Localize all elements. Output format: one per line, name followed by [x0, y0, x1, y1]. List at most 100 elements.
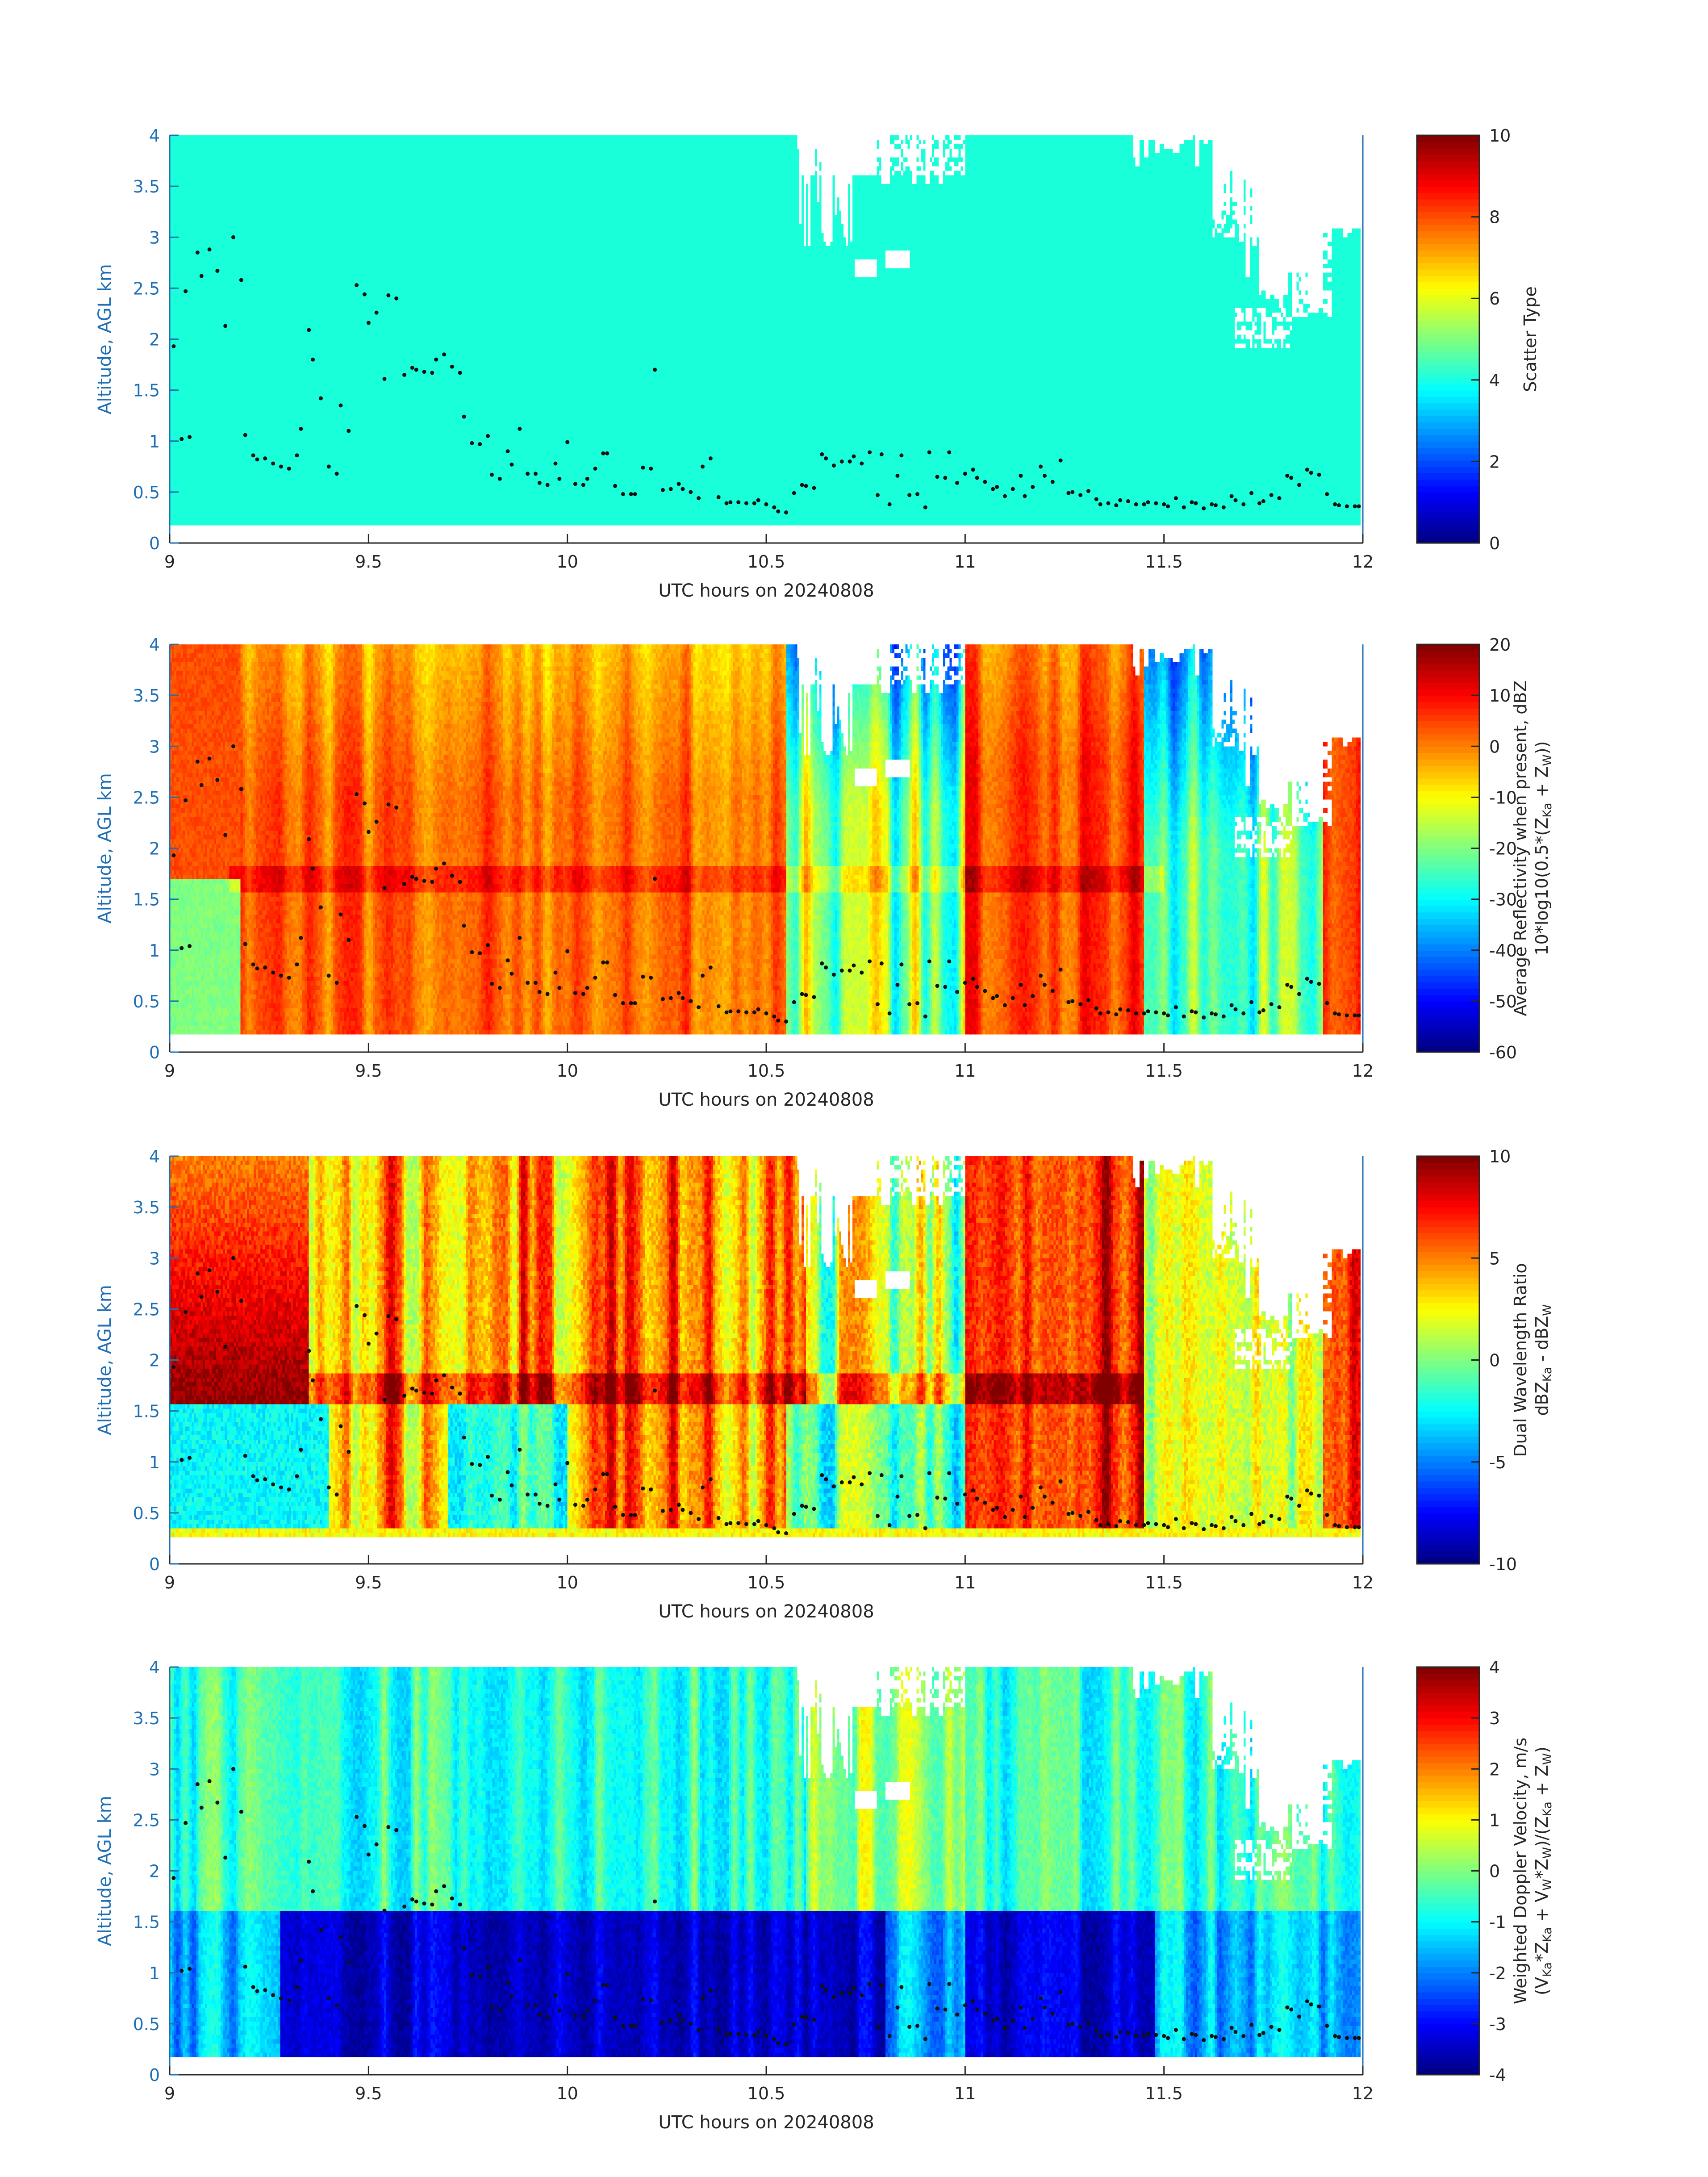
overlay-point — [1357, 504, 1361, 509]
colorbar-swatch — [1417, 1226, 1479, 1233]
colorbar-swatch — [1417, 1756, 1479, 1763]
colorbar-tick-label: 6 — [1489, 289, 1500, 309]
overlay-point — [180, 1968, 184, 1973]
overlay-point — [1190, 2032, 1194, 2036]
colorbar-swatch — [1417, 1699, 1479, 1706]
overlay-point — [565, 1972, 570, 1976]
overlay-point — [470, 950, 474, 954]
x-tick-label: 11 — [954, 552, 976, 572]
overlay-point — [1261, 1008, 1265, 1012]
x-tick-label: 9.5 — [355, 1061, 382, 1081]
x-tick-label: 9 — [164, 1061, 175, 1081]
overlay-point — [1285, 473, 1290, 478]
overlay-point — [975, 2007, 979, 2012]
overlay-point — [231, 1767, 236, 1771]
overlay-point — [1337, 1012, 1341, 1017]
colorbar-tick-label: 10 — [1489, 126, 1511, 146]
overlay-point — [422, 879, 426, 883]
overlay-point — [907, 1002, 912, 1007]
overlay-point — [629, 2023, 633, 2028]
overlay-point — [1202, 1015, 1206, 1020]
colorbar-swatch — [1417, 1998, 1479, 2006]
overlay-point — [955, 1501, 960, 1506]
overlay-point — [983, 2011, 987, 2016]
colorbar-swatch — [1417, 1680, 1479, 1687]
overlay-point — [1142, 2034, 1146, 2038]
overlay-point — [831, 464, 836, 468]
colorbar-swatch — [1417, 2030, 1479, 2037]
overlay-point — [947, 450, 952, 455]
overlay-point — [557, 1497, 562, 1502]
colorbar-swatch — [1417, 505, 1479, 512]
y-axis-label: Altitude, AGL km — [95, 1285, 115, 1435]
y-tick-label: 1.5 — [133, 1913, 160, 1932]
colorbar-swatch — [1417, 1321, 1479, 1329]
overlay-point — [660, 2019, 665, 2024]
colorbar-tick-label: 0 — [1489, 1351, 1500, 1371]
overlay-point — [497, 2008, 502, 2013]
overlay-point — [414, 1899, 418, 1904]
colorbar-swatch — [1417, 2056, 1479, 2063]
overlay-point — [557, 2008, 562, 2013]
colorbar-swatch — [1417, 1424, 1479, 1431]
overlay-point — [1233, 2030, 1238, 2034]
overlay-point — [557, 986, 562, 990]
y-tick-label: 3.5 — [133, 686, 160, 706]
overlay-point — [1154, 501, 1158, 506]
x-tick-label: 12 — [1352, 1061, 1374, 1081]
overlay-point — [907, 2025, 912, 2029]
colorbar-swatch — [1417, 1366, 1479, 1374]
overlay-point — [486, 943, 490, 947]
overlay-point — [442, 861, 447, 866]
overlay-point — [1114, 1012, 1119, 1017]
colorbar-swatch — [1417, 861, 1479, 868]
overlay-point — [338, 1935, 343, 1939]
overlay-point — [860, 1482, 864, 1487]
overlay-point — [1002, 1515, 1007, 1519]
overlay-point — [311, 357, 315, 362]
overlay-point — [820, 1984, 824, 1988]
overlay-point — [700, 1485, 705, 1490]
overlay-point — [199, 274, 204, 278]
overlay-point — [382, 1398, 387, 1402]
colorbar-tick-label: -3 — [1489, 2014, 1506, 2034]
overlay-point — [1023, 1515, 1027, 1519]
overlay-point — [1345, 1525, 1349, 1529]
overlay-point — [533, 1492, 538, 1497]
overlay-point — [621, 2023, 625, 2028]
overlay-point — [1269, 493, 1274, 497]
overlay-point — [394, 805, 399, 810]
overlay-point — [756, 1519, 760, 1523]
colorbar-swatch — [1417, 154, 1479, 162]
overlay-point — [641, 1997, 645, 2002]
colorbar-swatch — [1417, 969, 1479, 976]
overlay-point — [171, 344, 176, 348]
overlay-point — [497, 476, 502, 481]
overlay-point — [251, 1474, 255, 1479]
colorbar-swatch — [1417, 1303, 1479, 1310]
x-tick-label: 11.5 — [1145, 2084, 1183, 2103]
overlay-point — [601, 1983, 606, 1987]
colorbar-swatch — [1417, 135, 1479, 142]
colorbar-swatch — [1417, 1826, 1479, 1833]
overlay-point — [1039, 1485, 1043, 1490]
overlay-point — [334, 1492, 339, 1497]
overlay-point — [971, 1999, 975, 2004]
overlay-point — [736, 500, 741, 505]
overlay-point — [860, 970, 864, 975]
overlay-point — [505, 958, 510, 963]
colorbar-swatch — [1417, 511, 1479, 518]
overlay-point — [792, 491, 796, 495]
overlay-point — [1261, 499, 1265, 503]
overlay-point — [478, 951, 482, 956]
overlay-point — [955, 481, 960, 485]
overlay-point — [1325, 492, 1329, 496]
x-axis-label: UTC hours on 20240808 — [658, 1090, 874, 1110]
x-tick-label: 9.5 — [355, 2084, 382, 2103]
overlay-point — [887, 502, 892, 506]
x-tick-label: 10 — [556, 2084, 578, 2103]
colorbar-swatch — [1417, 1941, 1479, 1948]
overlay-point — [1011, 996, 1015, 1000]
overlay-point — [831, 973, 836, 977]
